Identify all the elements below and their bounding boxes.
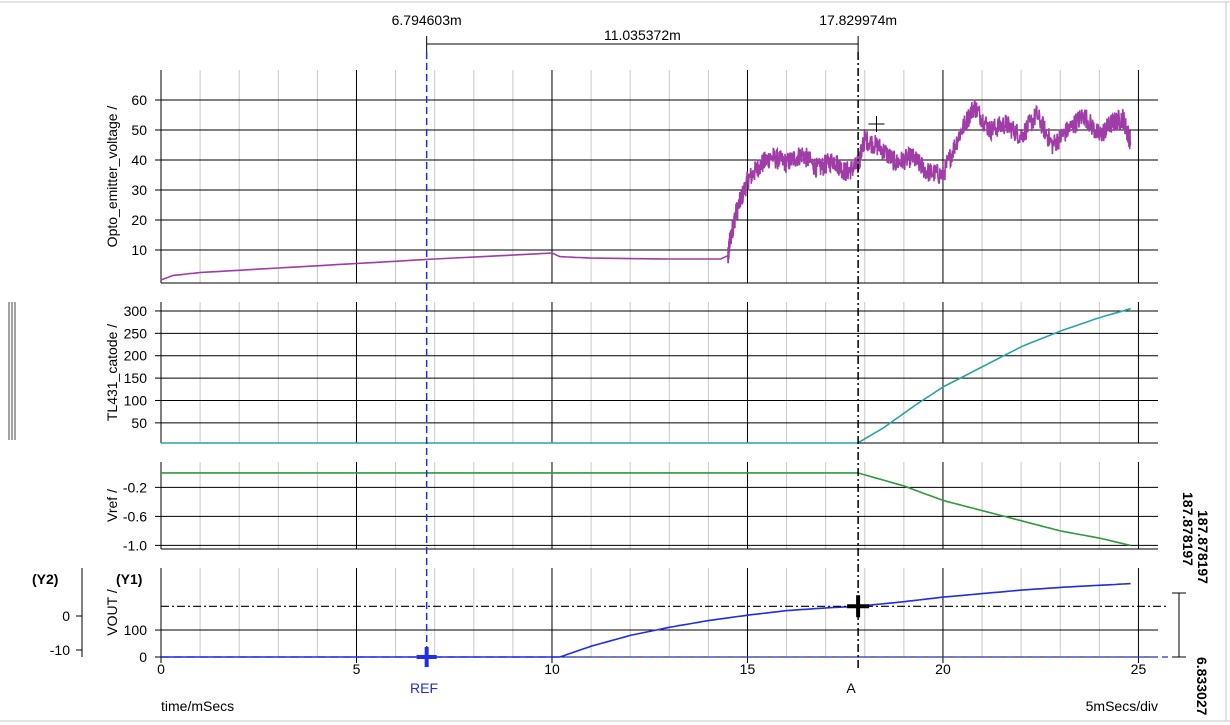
y-axis-label: Vref / xyxy=(104,489,120,522)
x-tick-label: 15 xyxy=(740,661,756,677)
series-line-3 xyxy=(161,582,1131,658)
y-tick-label: 100 xyxy=(124,622,148,638)
y-tick-label: -1.0 xyxy=(123,537,147,553)
y-tick-label: 0 xyxy=(139,649,147,665)
plot-curves xyxy=(160,99,1132,658)
cursor-measurement: 6.794603m 17.829974m 11.035372m xyxy=(392,12,897,52)
y-tick-label: 250 xyxy=(124,325,148,341)
y-tick-label: 30 xyxy=(131,182,147,198)
y-tick-label: -0.6 xyxy=(123,508,147,524)
plot-grids xyxy=(160,70,1158,658)
vout-cursor-readout: 187.878197 187.878197 6.833027 xyxy=(1172,492,1211,716)
series-line-1 xyxy=(161,307,1131,444)
y-tick-label: 40 xyxy=(131,152,147,168)
cursor-delta-label: 11.035372m xyxy=(604,27,681,43)
y2-tick-label: -10 xyxy=(50,642,70,658)
time-scale-label: 5mSecs/div xyxy=(1086,698,1158,714)
x-tick-label: 0 xyxy=(157,661,165,677)
a-cursor-name[interactable]: A xyxy=(846,680,856,696)
ref-cursor-time-label: 6.794603m xyxy=(392,12,462,28)
y-tick-label: 300 xyxy=(124,303,148,319)
x-tick-label: 25 xyxy=(1131,661,1147,677)
y-tick-label: 50 xyxy=(131,415,147,431)
vout-cursor-value-b: 187.878197 xyxy=(1180,492,1196,566)
probe-crosshair-marker xyxy=(868,116,885,132)
y2-tick-label: 0 xyxy=(62,608,70,624)
y-tick-label: 200 xyxy=(124,348,148,364)
y-tick-label: 10 xyxy=(131,242,147,258)
y1-axis-label: (Y1) xyxy=(116,571,142,587)
series-line-0 xyxy=(160,99,1132,281)
y-tick-label: 20 xyxy=(131,212,147,228)
x-tick-label: 20 xyxy=(935,661,951,677)
y-tick-label: -0.2 xyxy=(123,479,147,495)
ref-cursor-name[interactable]: REF xyxy=(410,680,438,696)
x-axis-label: time/mSecs xyxy=(161,698,234,714)
cursor-lines[interactable] xyxy=(161,52,1168,668)
y2-axis-label: (Y2) xyxy=(32,571,58,587)
x-tick-label: 10 xyxy=(544,661,560,677)
vout-ref-value: 6.833027 xyxy=(1194,657,1210,716)
y-axis-label: VOUT / xyxy=(104,589,120,636)
vout-cursor-value-a: 187.878197 xyxy=(1195,510,1211,584)
series-line-2 xyxy=(161,472,1131,547)
y-tick-label: 100 xyxy=(124,392,148,408)
a-cursor-time-label: 17.829974m xyxy=(819,12,897,28)
splitter-handle[interactable] xyxy=(8,302,16,440)
y-tick-label: 60 xyxy=(131,92,147,108)
x-tick-label: 5 xyxy=(353,661,361,677)
y-axis-label: Opto_emitter_voltage / xyxy=(104,106,120,248)
y-tick-label: 50 xyxy=(131,122,147,138)
y-tick-label: 150 xyxy=(124,370,148,386)
y-axis-label: TL431_catode / xyxy=(104,324,120,421)
